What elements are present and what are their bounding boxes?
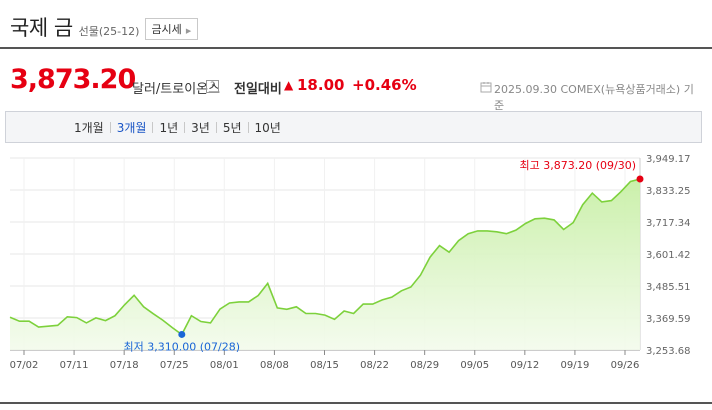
y-tick-label: 3,717.34 — [646, 218, 691, 229]
header-divider — [0, 47, 712, 49]
footer-divider — [0, 402, 712, 404]
price-area — [10, 179, 640, 350]
max-label: 최고 3,873.20 (09/30) — [519, 159, 636, 172]
tab-separator — [109, 122, 111, 133]
contract-subtitle: 선물(25-12) — [78, 25, 140, 38]
y-tick-label: 3,485.51 — [646, 282, 691, 293]
gold-price-button[interactable]: 금시세 ▶ — [145, 18, 199, 40]
tab-separator — [215, 122, 217, 133]
x-tick-label: 08/08 — [260, 360, 289, 371]
y-tick-label: 3,253.68 — [646, 346, 691, 357]
tab-separator — [152, 122, 154, 133]
tab-separator — [184, 122, 186, 133]
change-label: 전일대비 — [234, 82, 282, 97]
x-tick-label: 07/11 — [60, 360, 89, 371]
x-tick-label: 08/15 — [310, 360, 339, 371]
price-unit: 달러/트로이온스 — [132, 82, 221, 97]
x-tick-label: 08/29 — [410, 360, 439, 371]
help-icon[interactable]: ? — [206, 80, 219, 93]
y-tick-label: 3,833.25 — [646, 186, 691, 197]
x-tick-label: 07/18 — [110, 360, 139, 371]
period-tabs: 1개월 3개월 1년 3년 5년 10년 — [5, 111, 702, 143]
header: 국제 금 선물(25-12) 금시세 ▶ — [10, 12, 199, 42]
arrow-right-icon: ▶ — [185, 27, 192, 35]
price-row: 3,873.20 달러/트로이온스 ? 전일대비 ▲ 18.00 +0.46% … — [10, 64, 702, 112]
tab-period[interactable]: 1년 — [159, 121, 179, 135]
x-tick-label: 09/05 — [460, 360, 489, 371]
change-value: 18.00 — [297, 76, 345, 94]
x-tick-label: 09/12 — [510, 360, 539, 371]
current-price: 3,873.20 — [10, 64, 136, 95]
tab-period[interactable]: 1개월 — [74, 121, 104, 135]
tab-separator — [247, 122, 249, 133]
min-label: 최저 3,310.00 (07/28) — [124, 340, 241, 353]
max-point — [636, 175, 644, 183]
y-tick-label: 3,949.17 — [646, 154, 691, 165]
x-tick-label: 09/26 — [611, 360, 640, 371]
change-percent: +0.46% — [352, 76, 417, 94]
data-basis-text: 2025.09.30 COMEX(뉴욕상품거래소) 기준 — [494, 83, 694, 112]
up-triangle-icon: ▲ — [284, 78, 294, 92]
tab-period[interactable]: 5년 — [222, 121, 242, 135]
y-tick-label: 3,369.59 — [646, 314, 691, 325]
x-tick-label: 07/02 — [10, 360, 39, 371]
min-point — [178, 330, 186, 338]
calendar-icon — [480, 82, 492, 93]
tab-period[interactable]: 3개월 — [116, 121, 147, 135]
x-tick-label: 09/19 — [561, 360, 590, 371]
y-tick-label: 3,601.42 — [646, 250, 691, 261]
x-tick-label: 08/22 — [360, 360, 389, 371]
price-chart: 3,949.17 3,833.25 3,717.34 3,601.42 3,485.51… — [9, 154, 691, 371]
tab-period[interactable]: 10년 — [254, 121, 281, 135]
gold-price-button-label: 금시세 — [151, 23, 182, 36]
x-tick-label: 07/25 — [160, 360, 189, 371]
period-tab-list: 1개월 3개월 1년 3년 5년 10년 — [74, 119, 281, 136]
page-title: 국제 금 — [10, 16, 73, 40]
tab-period[interactable]: 3년 — [191, 121, 210, 135]
x-tick-label: 08/01 — [210, 360, 239, 371]
price-line — [9, 178, 641, 336]
